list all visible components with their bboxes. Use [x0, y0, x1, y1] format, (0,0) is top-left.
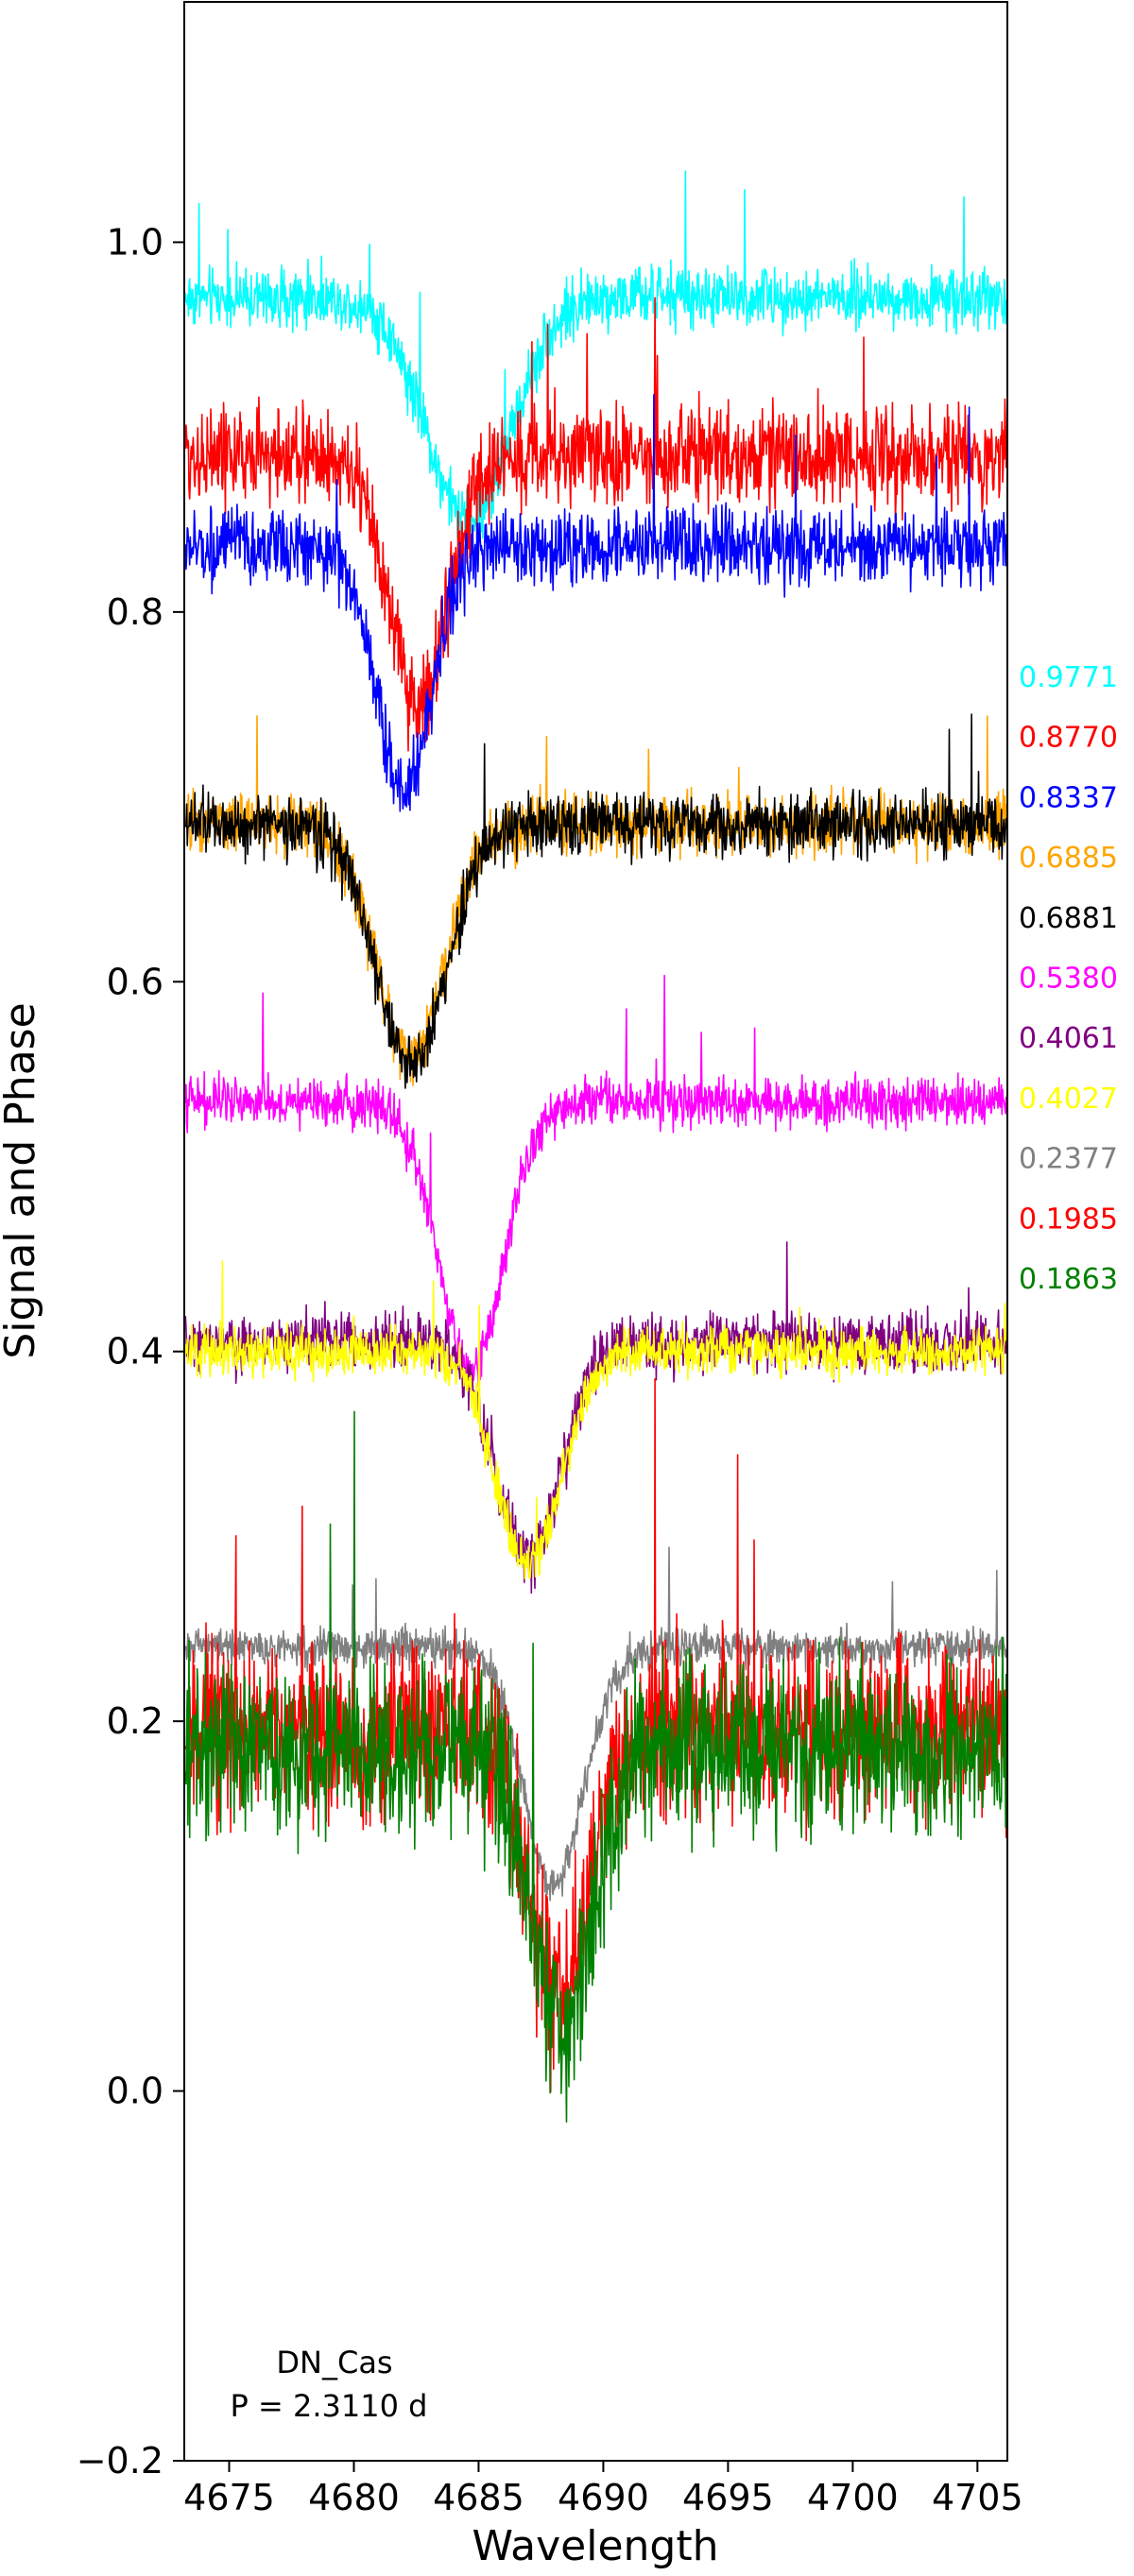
series-line-0-8770	[184, 297, 1007, 752]
x-tick-label: 4680	[308, 2477, 400, 2518]
series-line-0-4061	[184, 1241, 1007, 1594]
y-tick-label: 0.0	[107, 2071, 163, 2112]
phase-label-0-1985: 0.1985	[1019, 1203, 1118, 1236]
series-line-0-2377	[184, 1546, 1007, 1902]
y-tick-label: 0.6	[107, 961, 163, 1002]
phase-label-0-4061: 0.4061	[1019, 1022, 1118, 1055]
x-axis-label: Wavelength	[472, 2522, 718, 2570]
x-tick-label: 4695	[682, 2477, 774, 2518]
phase-label-0-6885: 0.6885	[1019, 842, 1118, 875]
phase-label-0-8770: 0.8770	[1019, 722, 1118, 755]
phase-label-0-1863: 0.1863	[1019, 1263, 1118, 1296]
y-axis: −0.2 0.0 0.2 0.4 0.6 0.8 1.0	[77, 221, 184, 2482]
x-tick-label: 4690	[558, 2477, 649, 2518]
x-tick-label: 4685	[433, 2477, 524, 2518]
x-tick-label: 4705	[932, 2477, 1023, 2518]
series-line-0-5380	[184, 974, 1007, 1391]
series-layer	[184, 170, 1007, 2124]
y-axis-label: Signal and Phase	[0, 1002, 44, 1358]
series-line-0-9771	[184, 170, 1007, 549]
phase-label-0-5380: 0.5380	[1019, 963, 1118, 996]
phase-label-0-9771: 0.9771	[1019, 661, 1118, 694]
y-tick-label: 0.4	[107, 1331, 163, 1373]
phase-labels: 0.9771 0.8770 0.8337 0.6885 0.6881 0.5380 0.40…	[1019, 661, 1118, 1296]
phase-label-0-8337: 0.8337	[1019, 781, 1118, 814]
x-axis: 4675 4680 4685 4690 4695 4700 4705	[183, 2461, 1023, 2518]
y-tick-label: 0.2	[107, 1700, 163, 1742]
period-annotation: P = 2.3110 d	[231, 2388, 428, 2424]
x-tick-label: 4675	[183, 2477, 275, 2518]
series-line-0-4027	[184, 1260, 1007, 1580]
series-line-0-6881	[184, 713, 1007, 1089]
y-tick-label: −0.2	[77, 2440, 163, 2482]
y-tick-label: 1.0	[107, 221, 163, 263]
y-tick-label: 0.8	[107, 591, 163, 633]
phase-label-0-4027: 0.4027	[1019, 1083, 1118, 1116]
phase-label-0-2377: 0.2377	[1019, 1143, 1118, 1176]
phase-label-0-6881: 0.6881	[1019, 902, 1118, 935]
plot-area-frame	[183, 1, 1008, 2462]
object-name-annotation: DN_Cas	[276, 2345, 392, 2380]
series-line-0-1863	[184, 1410, 1007, 2124]
series-line-0-8337	[184, 394, 1007, 812]
x-tick-label: 4700	[807, 2477, 899, 2518]
